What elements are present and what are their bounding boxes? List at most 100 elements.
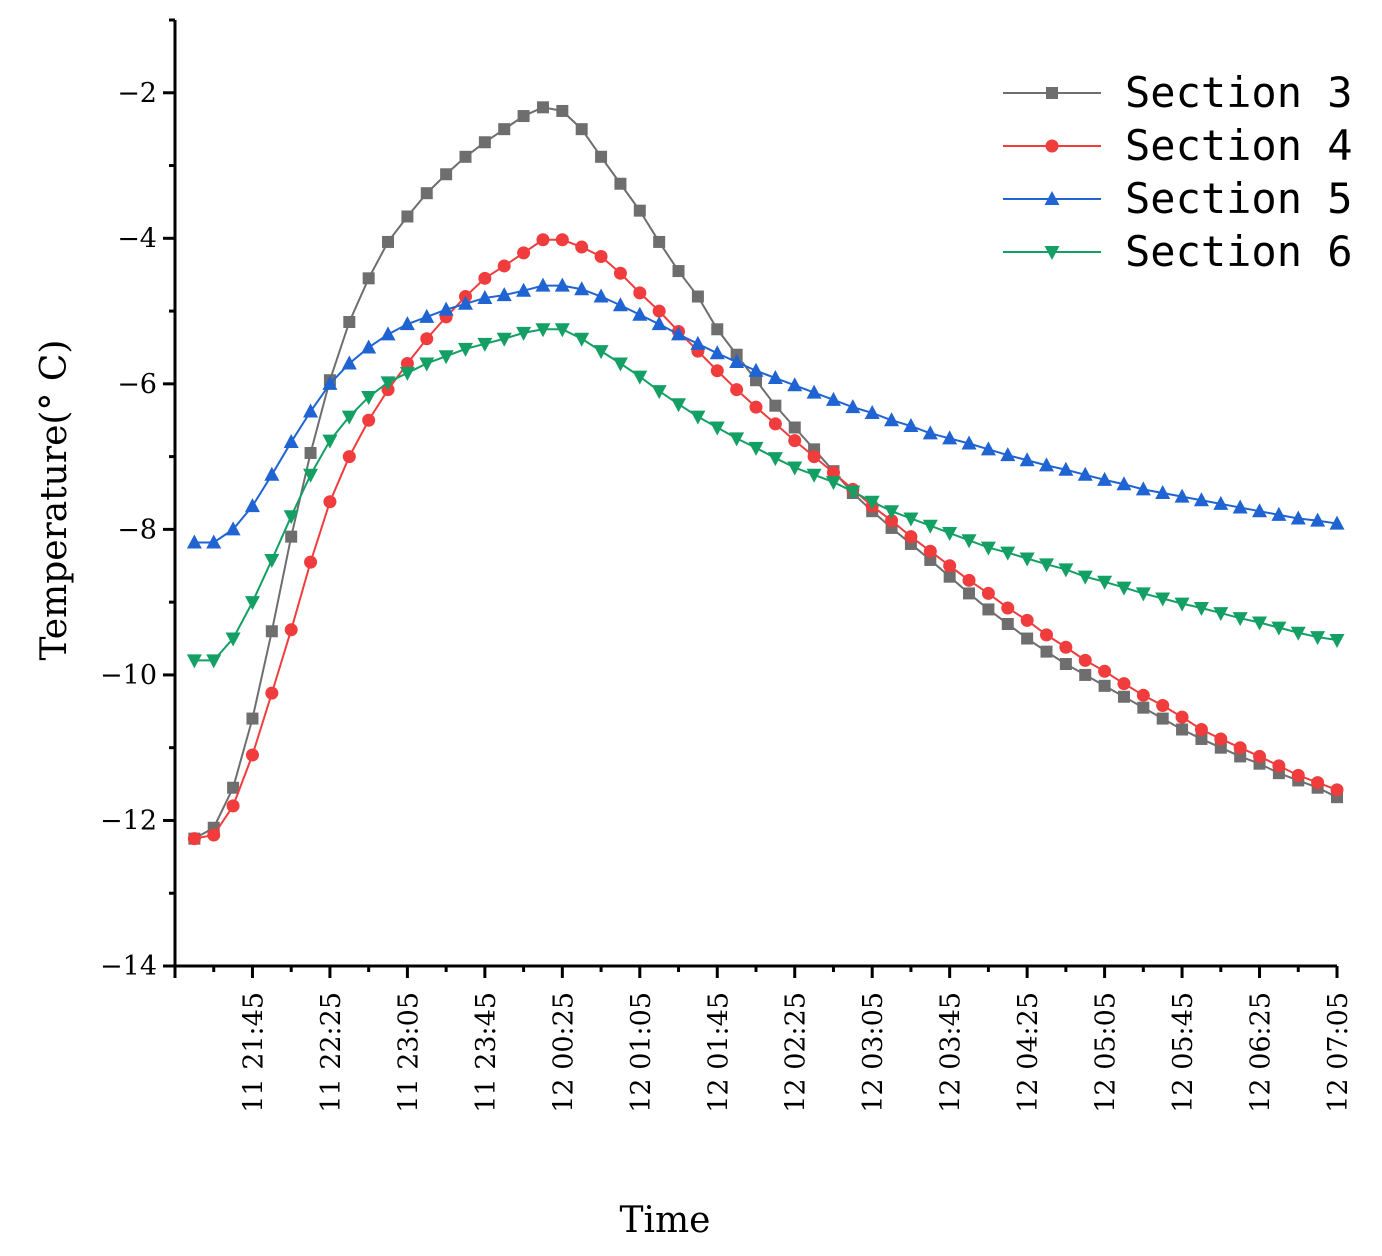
data-point <box>769 399 782 412</box>
legend-marker <box>1045 139 1059 153</box>
data-point <box>478 136 491 149</box>
x-tick-label: 11 23:45 <box>471 992 502 1113</box>
series-layer <box>186 101 1345 846</box>
data-point <box>864 404 880 419</box>
data-point <box>341 410 357 425</box>
data-point <box>1193 492 1209 507</box>
data-point <box>671 326 687 341</box>
data-point <box>554 323 570 338</box>
data-point <box>1271 506 1287 521</box>
data-point <box>303 468 319 483</box>
legend-item: Section 5 <box>1003 174 1353 223</box>
data-point <box>244 596 260 611</box>
data-point <box>806 468 822 483</box>
data-point <box>845 399 861 414</box>
legend-marker <box>1044 191 1060 205</box>
data-point <box>498 123 511 136</box>
data-point <box>1000 447 1016 462</box>
data-point <box>1135 587 1151 602</box>
data-point <box>1116 476 1132 491</box>
data-point <box>1252 616 1268 631</box>
series-section-6 <box>186 323 1345 669</box>
x-tick-label: 12 07:05 <box>1323 992 1354 1113</box>
data-point <box>517 110 530 123</box>
data-point <box>265 686 279 700</box>
data-point <box>575 240 589 254</box>
x-tick-label: 11 22:25 <box>316 992 347 1113</box>
data-point <box>961 435 977 450</box>
data-point <box>709 421 725 436</box>
y-tick-label: −12 <box>100 805 157 836</box>
data-point <box>1137 701 1150 714</box>
data-point <box>750 374 762 387</box>
data-point <box>632 370 648 385</box>
y-tick-label: −4 <box>117 223 157 254</box>
data-point <box>1059 658 1072 671</box>
data-point <box>244 498 260 513</box>
data-point <box>922 425 938 440</box>
data-point <box>1155 485 1171 499</box>
data-point <box>982 603 995 616</box>
data-point <box>1214 732 1228 746</box>
data-point <box>264 553 280 568</box>
data-point <box>283 510 299 525</box>
data-point <box>554 277 570 292</box>
data-point <box>825 476 841 491</box>
y-tick-label: −8 <box>117 514 157 545</box>
data-point <box>477 289 493 304</box>
data-point <box>343 315 356 328</box>
data-point <box>767 370 783 385</box>
data-point <box>1040 645 1053 658</box>
data-point <box>1329 633 1345 648</box>
data-point <box>304 555 318 569</box>
data-point <box>980 541 996 556</box>
data-point <box>516 282 532 297</box>
data-point <box>496 332 512 347</box>
data-point <box>1001 617 1014 630</box>
data-point <box>671 398 687 413</box>
data-point <box>923 544 937 558</box>
data-point <box>1077 466 1093 481</box>
data-point <box>729 432 745 447</box>
data-point <box>787 461 803 476</box>
data-point <box>322 375 338 390</box>
data-point <box>535 323 551 338</box>
data-point <box>749 400 763 414</box>
x-tick-label: 12 04:25 <box>1013 992 1044 1113</box>
data-point <box>942 527 958 542</box>
data-point <box>206 534 222 549</box>
data-point <box>593 288 609 303</box>
data-point <box>788 434 802 448</box>
data-point <box>1330 783 1344 797</box>
data-point <box>361 390 377 405</box>
x-tick-label: 11 23:05 <box>393 992 424 1113</box>
data-point <box>1233 741 1247 755</box>
data-point <box>284 623 298 637</box>
data-point <box>710 364 724 378</box>
data-point <box>885 514 899 528</box>
data-point <box>341 355 357 370</box>
data-point <box>420 332 434 346</box>
data-point <box>186 654 202 669</box>
data-point <box>399 366 415 381</box>
data-point <box>1310 512 1326 527</box>
data-point <box>399 316 415 331</box>
data-point <box>748 362 764 377</box>
data-point <box>536 101 549 114</box>
legend-label: Section 6 <box>1125 227 1353 276</box>
data-point <box>594 250 608 263</box>
data-point <box>459 150 472 163</box>
data-point <box>632 306 648 321</box>
data-point <box>382 235 395 248</box>
data-point <box>227 781 240 794</box>
data-point <box>322 434 338 449</box>
data-point <box>653 235 666 248</box>
x-tick-label: 12 06:25 <box>1246 992 1277 1113</box>
data-point <box>264 466 280 481</box>
data-point <box>362 413 376 427</box>
data-point <box>943 559 957 573</box>
data-point <box>555 233 569 247</box>
data-point <box>1310 631 1326 646</box>
